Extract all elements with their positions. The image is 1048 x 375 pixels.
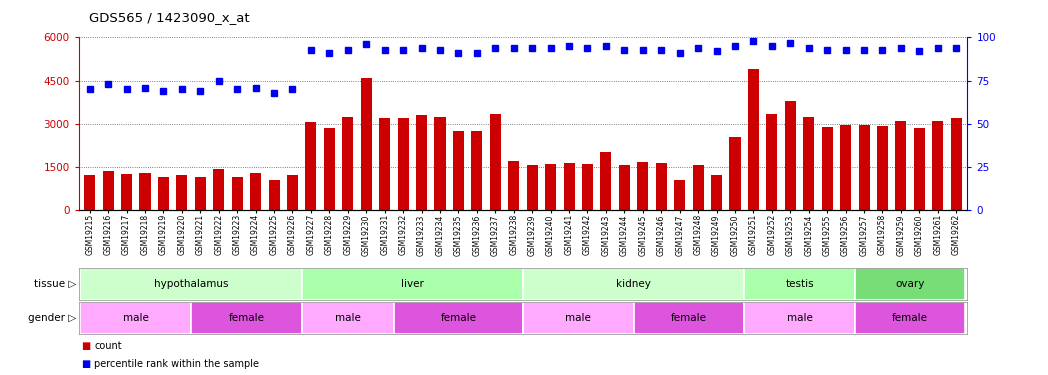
Bar	[232, 177, 243, 210]
Bar	[508, 161, 519, 210]
Bar	[397, 118, 409, 210]
Bar	[435, 117, 445, 210]
Text: GDS565 / 1423090_x_at: GDS565 / 1423090_x_at	[89, 11, 249, 24]
Bar	[84, 176, 95, 210]
Bar	[748, 69, 759, 210]
Text: testis: testis	[785, 279, 814, 289]
Bar	[729, 136, 741, 210]
Bar	[711, 176, 722, 210]
Bar	[343, 117, 353, 210]
Bar	[858, 125, 870, 210]
Bar	[855, 302, 965, 334]
Text: gender ▷: gender ▷	[28, 313, 77, 323]
Bar	[361, 78, 372, 210]
Bar	[158, 177, 169, 210]
Bar	[250, 173, 261, 210]
Bar	[121, 174, 132, 210]
Bar	[855, 268, 965, 300]
Bar	[637, 162, 649, 210]
Text: percentile rank within the sample: percentile rank within the sample	[94, 359, 259, 369]
Text: kidney: kidney	[616, 279, 651, 289]
Bar	[618, 165, 630, 210]
Bar	[656, 163, 667, 210]
Bar	[213, 169, 224, 210]
Bar	[195, 177, 205, 210]
Bar	[81, 302, 191, 334]
Text: male: male	[565, 313, 591, 323]
Bar	[951, 118, 962, 210]
Bar	[914, 128, 925, 210]
Bar	[693, 165, 703, 210]
Text: ■: ■	[81, 341, 90, 351]
Bar	[81, 268, 302, 300]
Text: female: female	[671, 313, 707, 323]
Text: female: female	[892, 313, 929, 323]
Bar	[744, 268, 855, 300]
Bar	[803, 117, 814, 210]
Text: male: male	[335, 313, 361, 323]
Bar	[545, 164, 556, 210]
Bar	[416, 115, 428, 210]
Bar	[877, 126, 888, 210]
Text: female: female	[440, 313, 477, 323]
Text: count: count	[94, 341, 122, 351]
Bar	[302, 268, 523, 300]
Bar	[453, 131, 464, 210]
Text: ■: ■	[81, 359, 90, 369]
Text: male: male	[123, 313, 149, 323]
Bar	[305, 122, 316, 210]
Bar	[744, 302, 855, 334]
Text: female: female	[228, 313, 264, 323]
Bar	[674, 180, 685, 210]
Bar	[601, 153, 611, 210]
Bar	[895, 121, 907, 210]
Bar	[103, 171, 113, 210]
Bar	[523, 302, 634, 334]
Bar	[523, 268, 744, 300]
Bar	[840, 125, 851, 210]
Bar	[379, 118, 390, 210]
Bar	[933, 121, 943, 210]
Bar	[139, 172, 151, 210]
Bar	[582, 164, 593, 210]
Bar	[785, 101, 795, 210]
Bar	[287, 176, 298, 210]
Bar	[394, 302, 523, 334]
Bar	[634, 302, 744, 334]
Text: liver: liver	[401, 279, 423, 289]
Text: hypothalamus: hypothalamus	[154, 279, 228, 289]
Bar	[527, 165, 538, 210]
Bar	[268, 180, 280, 210]
Text: ovary: ovary	[895, 279, 924, 289]
Bar	[324, 128, 335, 210]
Bar	[489, 114, 501, 210]
Bar	[472, 131, 482, 210]
Text: tissue ▷: tissue ▷	[35, 279, 77, 289]
Bar	[564, 164, 574, 210]
Bar	[302, 302, 394, 334]
Bar	[176, 176, 188, 210]
Text: male: male	[787, 313, 812, 323]
Bar	[766, 114, 778, 210]
Bar	[191, 302, 302, 334]
Bar	[822, 127, 833, 210]
